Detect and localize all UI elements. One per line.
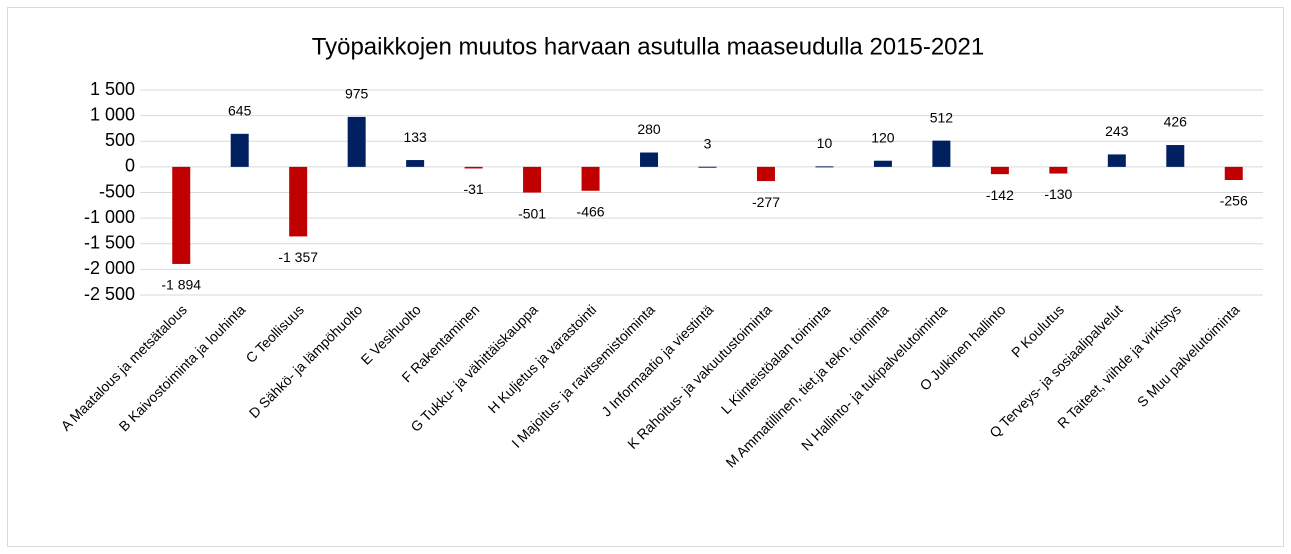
- bar: [1107, 154, 1126, 167]
- y-tick-label: -1 500: [84, 233, 135, 253]
- bar: [698, 166, 717, 168]
- bar: [347, 116, 366, 167]
- value-label: 426: [1164, 114, 1188, 130]
- bar: [1049, 166, 1068, 174]
- chart-title: Työpaikkojen muutos harvaan asutulla maa…: [312, 33, 984, 60]
- bar: [1166, 145, 1185, 167]
- bar: [406, 160, 425, 167]
- value-label: -466: [577, 203, 605, 219]
- value-label: -256: [1220, 193, 1248, 209]
- y-tick-label: 0: [125, 156, 135, 176]
- value-label: -31: [463, 181, 483, 197]
- value-label: 10: [817, 135, 833, 151]
- value-label: -130: [1044, 186, 1072, 202]
- bar: [1224, 166, 1243, 180]
- value-label: -1 357: [278, 249, 318, 265]
- y-tick-label: 1 500: [90, 79, 135, 99]
- y-tick-label: 500: [105, 130, 135, 150]
- bar: [815, 166, 834, 168]
- y-tick-label: -1 000: [84, 207, 135, 227]
- value-label: 133: [403, 129, 427, 145]
- bar: [289, 166, 308, 237]
- chart-border: [7, 7, 1284, 547]
- y-tick-label: -500: [99, 181, 135, 201]
- y-tick-label: -2 500: [84, 284, 135, 304]
- bar: [932, 140, 951, 167]
- value-label: -501: [518, 205, 546, 221]
- bar: [873, 160, 892, 167]
- bar: [172, 166, 191, 264]
- bar: [581, 166, 600, 191]
- value-label: 280: [637, 121, 661, 137]
- bar: [756, 166, 775, 182]
- y-tick-label: 1 000: [90, 104, 135, 124]
- value-label: -1 894: [161, 277, 201, 293]
- value-label: 645: [228, 103, 252, 119]
- bar: [464, 166, 483, 169]
- bar: [640, 152, 659, 167]
- bar: [523, 166, 542, 193]
- value-label: 3: [704, 135, 712, 151]
- value-label: 243: [1105, 123, 1129, 139]
- value-label: -277: [752, 194, 780, 210]
- value-label: 120: [871, 129, 895, 145]
- bar: [990, 166, 1009, 175]
- value-label: 512: [930, 109, 954, 125]
- value-label: -142: [986, 187, 1014, 203]
- bar: [230, 133, 249, 167]
- y-tick-label: -2 000: [84, 258, 135, 278]
- value-label: 975: [345, 86, 369, 102]
